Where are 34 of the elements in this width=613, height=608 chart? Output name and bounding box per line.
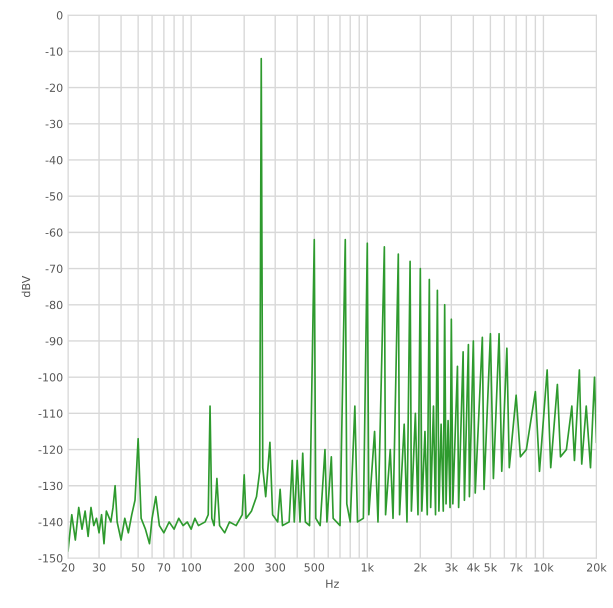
y-tick-label: -110 <box>38 409 62 418</box>
y-tick-label: -50 <box>46 192 62 201</box>
y-tick-label: -80 <box>46 300 62 310</box>
y-tick-label: -150 <box>38 554 62 563</box>
y-tick-label: -70 <box>46 264 62 273</box>
x-axis-title: Hz <box>326 580 339 588</box>
x-tick-label: 10k <box>534 563 554 572</box>
y-tick-label: -30 <box>46 120 62 128</box>
x-tick-label: 4k <box>467 563 480 572</box>
y-tick-label: -60 <box>46 228 62 237</box>
x-tick-label: 20k <box>586 563 607 572</box>
y-tick-label: -40 <box>46 156 62 164</box>
y-tick-label: -140 <box>38 518 62 526</box>
x-tick-label: 500 <box>304 563 324 572</box>
x-tick-label: 50 <box>132 563 144 572</box>
y-tick-label: -20 <box>46 84 62 92</box>
y-tick-label: 0 <box>56 11 62 20</box>
x-tick-label: 3k <box>445 563 458 572</box>
x-tick-label: 2k <box>414 563 428 572</box>
x-tick-label: 7k <box>510 563 523 572</box>
y-tick-label: -130 <box>38 482 62 490</box>
x-tick-label: 20 <box>62 563 74 572</box>
x-tick-label: 100 <box>182 563 202 572</box>
y-tick-label: -90 <box>46 336 62 346</box>
x-tick-label: 5k <box>484 563 498 572</box>
y-tick-label: -100 <box>38 373 62 382</box>
x-tick-label: 1k <box>362 563 374 572</box>
y-axis-title: dBV <box>22 276 30 298</box>
x-tick-label: 70 <box>158 563 170 572</box>
y-tick-label: -10 <box>46 47 62 56</box>
x-tick-label: 30 <box>92 563 106 572</box>
x-tick-label: 300 <box>265 563 286 572</box>
x-tick-label: 200 <box>234 563 254 572</box>
y-tick-label: -120 <box>38 446 62 454</box>
